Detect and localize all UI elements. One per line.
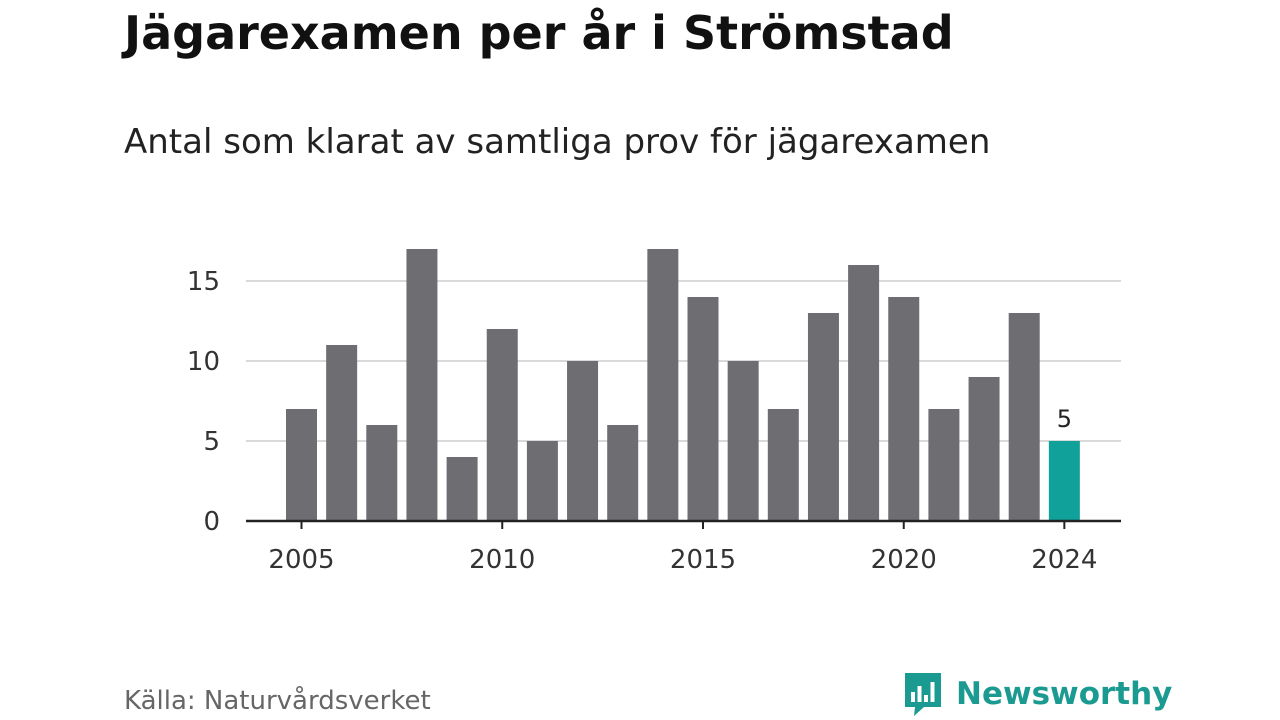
axes bbox=[246, 519, 1121, 529]
bar-2024 bbox=[1048, 441, 1080, 521]
chart-subtitle: Antal som klarat av samtliga prov för jä… bbox=[124, 122, 991, 162]
bar-2012 bbox=[567, 361, 599, 521]
bar-2020 bbox=[888, 297, 920, 521]
bar-2017 bbox=[767, 409, 799, 521]
bar-2013 bbox=[607, 425, 639, 521]
bars bbox=[286, 249, 1080, 521]
x-tick-label: 2010 bbox=[469, 545, 535, 575]
brand-name: Newsworthy bbox=[956, 676, 1173, 712]
bar-2011 bbox=[526, 441, 558, 521]
labels: 0 5 10 15 2005 2010 2015 2020 2024 5 bbox=[187, 267, 1098, 575]
bar-2022 bbox=[968, 377, 1000, 521]
bar-chart-speech-bubble-icon bbox=[905, 673, 941, 716]
bar-2014 bbox=[647, 249, 679, 521]
x-tick-label: 2005 bbox=[268, 545, 334, 575]
bar-2023 bbox=[1008, 313, 1040, 521]
bar-2008 bbox=[406, 249, 438, 521]
bar-2005 bbox=[286, 409, 317, 521]
chart-title: Jägarexamen per år i Strömstad bbox=[124, 6, 954, 60]
brand-logo: Newsworthy bbox=[902, 670, 1172, 718]
y-tick-label: 0 bbox=[203, 507, 220, 537]
data-label: 5 bbox=[1057, 405, 1072, 433]
bar-2010 bbox=[486, 329, 518, 521]
y-tick-label: 5 bbox=[203, 427, 220, 457]
bar-2016 bbox=[727, 361, 759, 521]
y-tick-label: 10 bbox=[187, 347, 220, 377]
bar-2006 bbox=[326, 345, 358, 521]
source-note: Källa: Naturvårdsverket bbox=[124, 686, 431, 716]
bar-2018 bbox=[807, 313, 839, 521]
x-tick-label: 2024 bbox=[1031, 545, 1097, 575]
bar-2019 bbox=[848, 265, 880, 521]
bar-2009 bbox=[446, 457, 478, 521]
bar-2007 bbox=[366, 425, 398, 521]
x-tick-label: 2020 bbox=[871, 545, 937, 575]
x-tick-label: 2015 bbox=[670, 545, 736, 575]
bar-2015 bbox=[687, 297, 719, 521]
y-tick-label: 15 bbox=[187, 267, 220, 297]
bar-2021 bbox=[928, 409, 960, 521]
